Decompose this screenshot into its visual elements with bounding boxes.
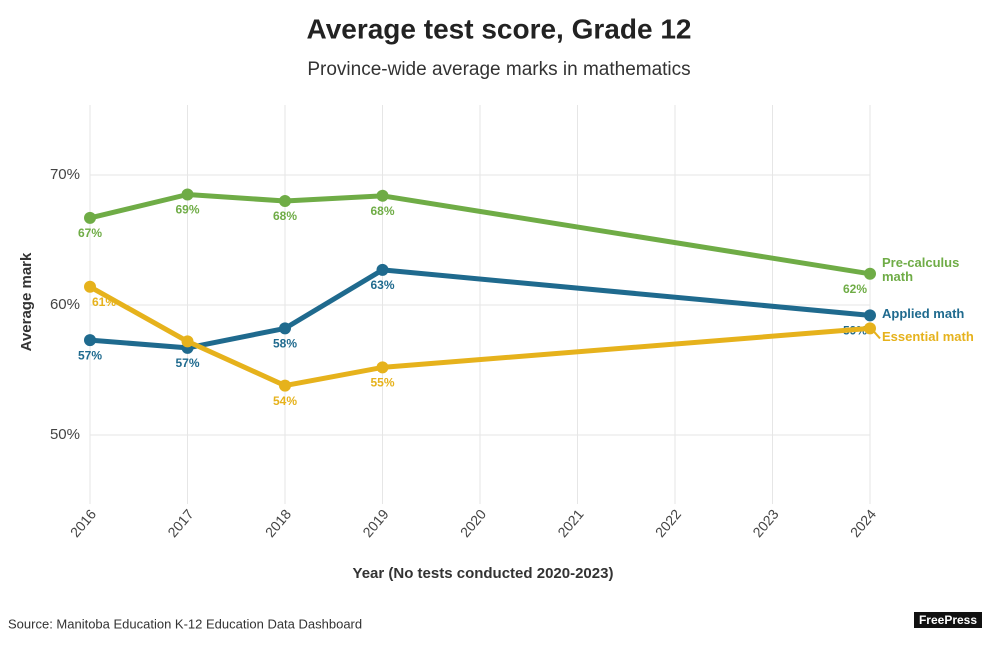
- legend-label: Applied math: [882, 307, 965, 322]
- x-tick-label: 2020: [457, 506, 489, 540]
- x-tick-label: 2017: [164, 506, 196, 540]
- value-label: 69%: [175, 203, 199, 217]
- legend-entry: Applied math: [882, 307, 965, 322]
- x-axis-title: Year (No tests conducted 2020-2023): [353, 565, 614, 582]
- logo-box: [914, 612, 982, 628]
- point: [181, 188, 194, 201]
- value-label: 55%: [370, 376, 394, 390]
- point: [864, 267, 876, 280]
- end-connector: [871, 328, 881, 340]
- point: [376, 361, 389, 374]
- legend-label: Essential math: [882, 330, 974, 345]
- point: [279, 195, 291, 207]
- value-label: 58%: [273, 337, 297, 351]
- y-tick-label: 60%: [50, 296, 80, 313]
- value-label: 54%: [273, 394, 297, 408]
- value-label: 57%: [175, 356, 199, 370]
- value-label: 62%: [843, 282, 867, 296]
- x-tick-label: 2018: [262, 506, 294, 540]
- point: [864, 309, 876, 322]
- point: [84, 280, 96, 293]
- y-tick-label: 50%: [50, 426, 80, 443]
- value-label: 57%: [78, 348, 102, 362]
- x-tick-label: 2021: [554, 506, 586, 540]
- y-axis-title: Average mark: [18, 252, 35, 351]
- logo: FreePress: [919, 613, 977, 627]
- point: [84, 334, 96, 347]
- x-tick-label: 2022: [652, 506, 684, 540]
- point: [279, 379, 291, 392]
- point: [279, 322, 291, 335]
- chart-title: Average test score, Grade 12: [307, 13, 692, 44]
- x-tick-label: 2016: [67, 506, 99, 540]
- x-tick-label: 2024: [847, 506, 879, 540]
- value-label: 68%: [370, 204, 394, 218]
- x-tick-label: 2023: [749, 506, 781, 540]
- point: [181, 335, 194, 348]
- value-label: 68%: [273, 209, 297, 223]
- x-tick-label: 2019: [359, 506, 391, 540]
- chart-subtitle: Province-wide average marks in mathemati…: [307, 59, 690, 80]
- point: [376, 189, 389, 202]
- value-label: 67%: [78, 226, 102, 240]
- y-tick-label: 70%: [50, 166, 80, 183]
- legend-entry: Essential math: [882, 330, 974, 345]
- source: Source: Manitoba Education K-12 Educatio…: [8, 616, 362, 631]
- point: [376, 263, 389, 276]
- value-label: 61%: [92, 295, 116, 309]
- legend-label: Pre-calculus math: [882, 255, 960, 284]
- value-label: 63%: [370, 278, 394, 292]
- point: [84, 211, 96, 224]
- legend-entry: Pre-calculus math: [882, 255, 960, 284]
